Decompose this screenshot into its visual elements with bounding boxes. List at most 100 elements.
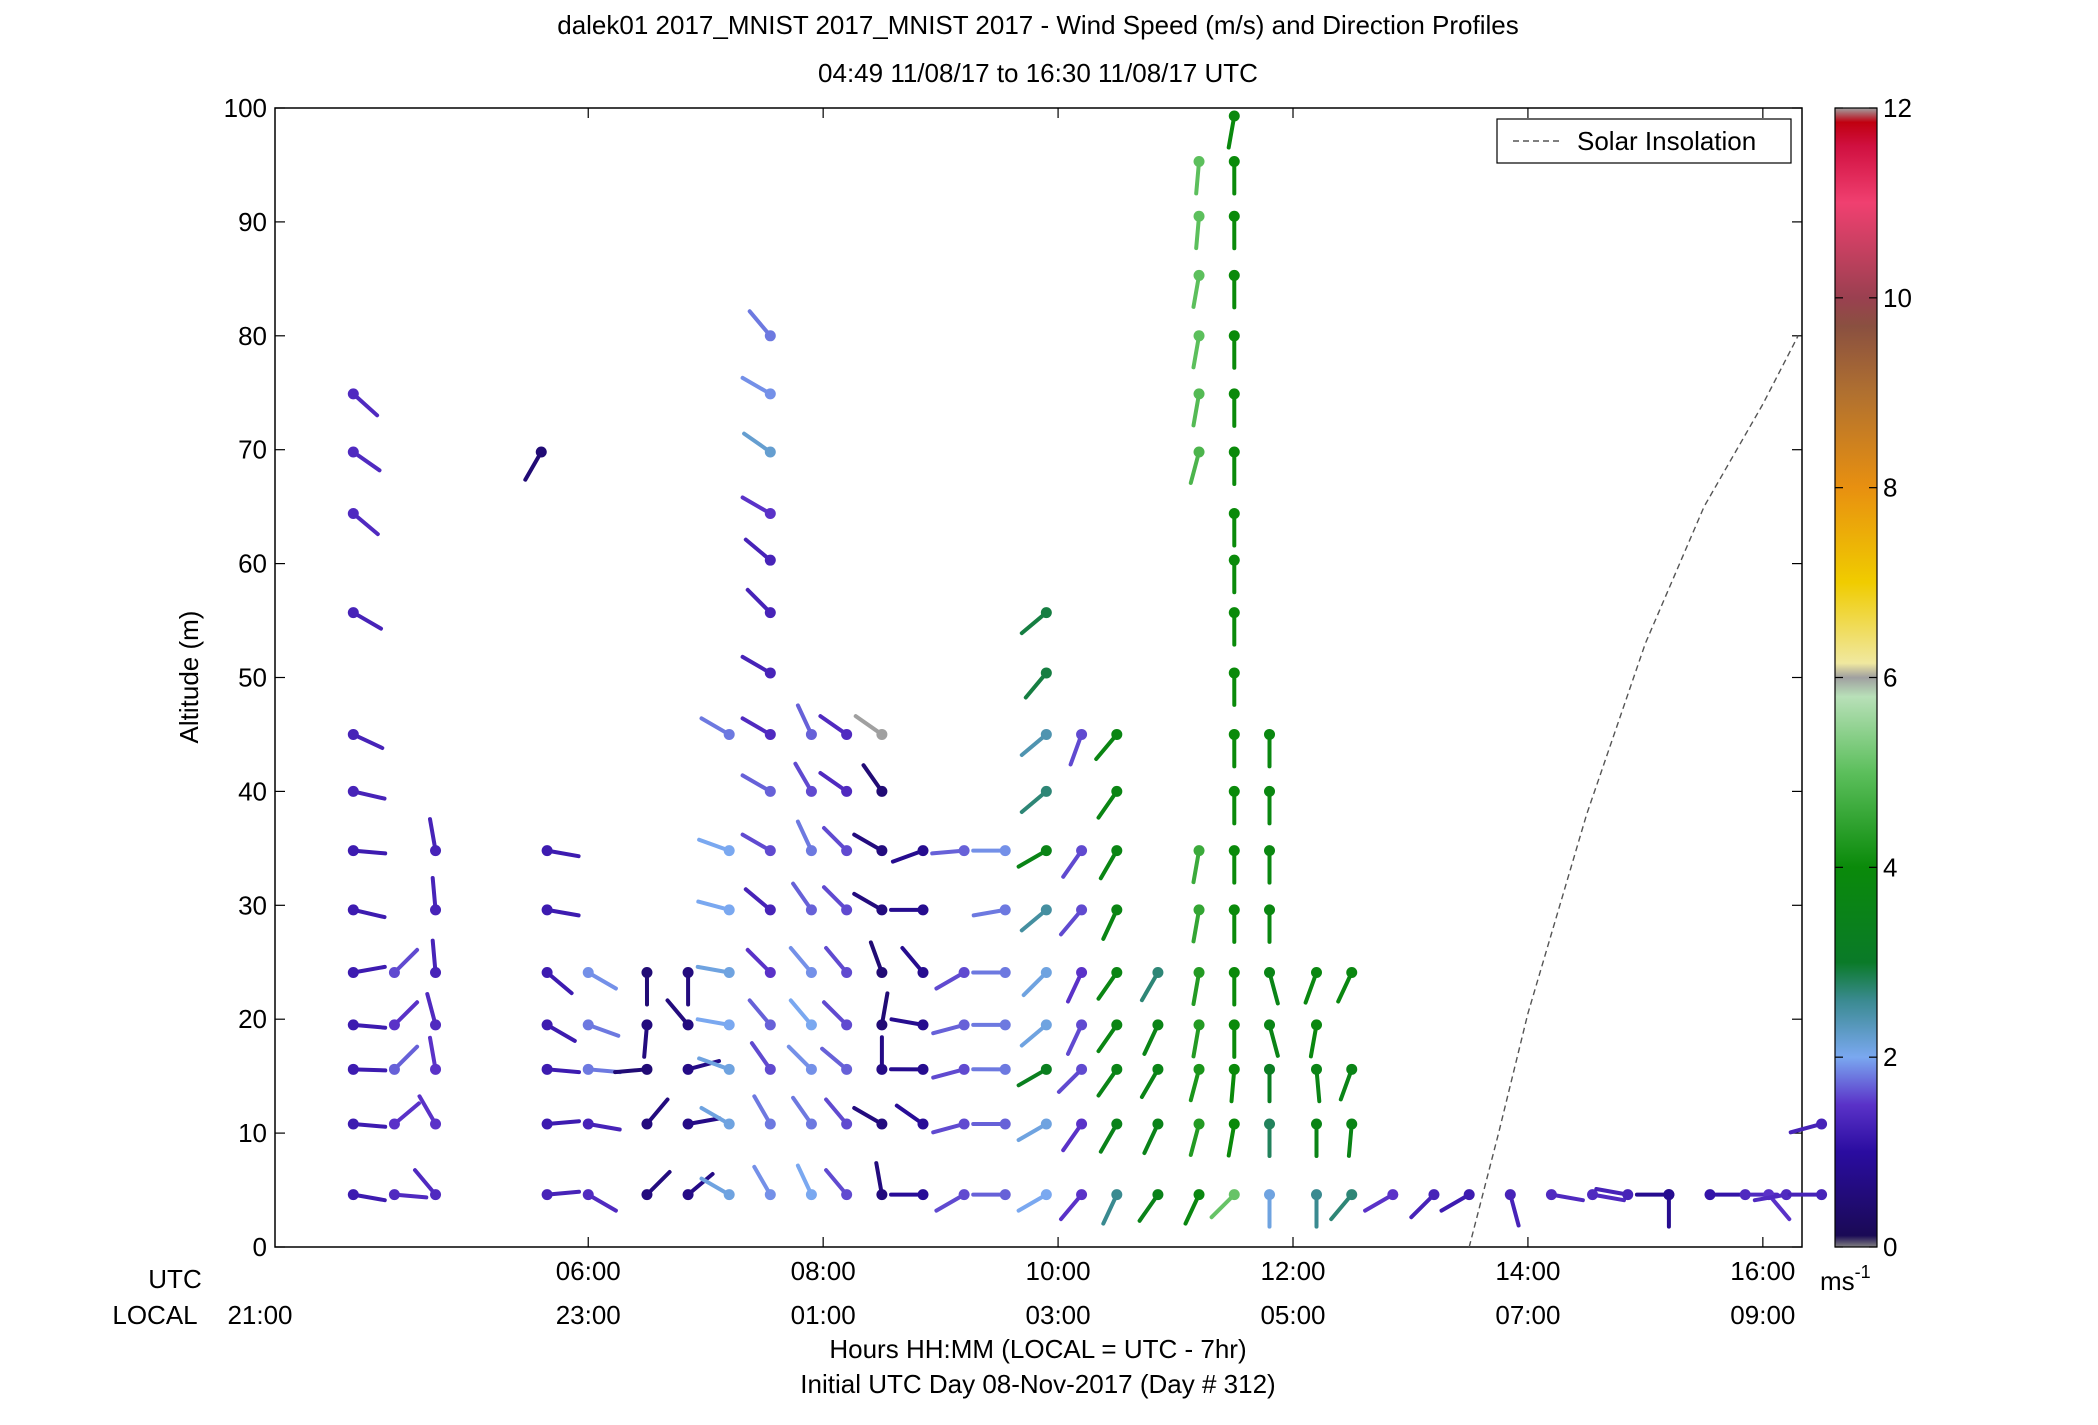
wind-barb: [695, 964, 735, 979]
wind-barb-dot: [430, 967, 442, 979]
wind-barb: [971, 904, 1011, 918]
wind-barb: [931, 1019, 970, 1036]
wind-barb: [747, 309, 776, 342]
wind-barb-dot: [999, 967, 1011, 979]
wind-barb-dot: [723, 1118, 735, 1130]
wind-barb: [1346, 1118, 1358, 1158]
wind-barb-dot: [1076, 1063, 1088, 1075]
wind-barb-dot: [1228, 667, 1240, 679]
wind-barb: [1142, 1019, 1164, 1056]
wind-barb: [1264, 1063, 1276, 1104]
wind-barb: [1228, 1063, 1240, 1104]
wind-barb: [1191, 904, 1205, 944]
wind-barb-dot: [1228, 1063, 1240, 1075]
wind-barb-dot: [876, 904, 888, 916]
wind-barb-dot: [1111, 1118, 1123, 1130]
x-tick-label-utc: 06:00: [556, 1256, 621, 1286]
wind-barb-dot: [1040, 1118, 1052, 1130]
wind-barb-dot: [430, 1189, 442, 1201]
wind-barb: [695, 1017, 735, 1031]
wind-barb-dot: [876, 1019, 888, 1031]
wind-barb: [818, 714, 853, 740]
wind-barb-dot: [764, 1063, 776, 1075]
colorbar-tick-label: 10: [1883, 283, 1912, 313]
wind-barb: [822, 826, 853, 857]
wind-barb-dot: [805, 845, 817, 857]
wind-barb: [934, 1189, 970, 1213]
wind-barb: [1098, 1118, 1123, 1154]
wind-barb: [388, 947, 420, 979]
wind-barb: [1142, 1118, 1164, 1155]
wind-barb: [740, 654, 776, 679]
wind-barb: [852, 1106, 888, 1130]
wind-barb-dot: [1040, 1063, 1052, 1075]
y-tick-label: 20: [238, 1004, 267, 1034]
wind-barb: [347, 1118, 388, 1130]
wind-barb: [747, 998, 776, 1031]
wind-barb-dot: [1228, 446, 1240, 458]
wind-barb: [1096, 1063, 1123, 1098]
wind-barb-dot: [1193, 1019, 1205, 1031]
wind-barb-dot: [1152, 1118, 1164, 1130]
x-axis-ticks: 06:00 23:00 08:00 01:00 10:00 03:00 12:00 05:00…: [556, 108, 1795, 1330]
wind-barb-dot: [388, 967, 400, 979]
wind-barb-dot: [1193, 156, 1205, 168]
wind-barb-dot: [764, 667, 776, 679]
colorbar-tick-label: 12: [1883, 93, 1912, 123]
wind-barb-dot: [641, 967, 653, 979]
wind-barb: [1704, 1189, 1744, 1201]
wind-barb: [699, 1106, 735, 1130]
wind-barb-dot: [541, 967, 553, 979]
wind-barb: [523, 446, 547, 482]
wind-barb: [788, 998, 817, 1031]
wind-barb: [1016, 845, 1052, 869]
wind-barb: [971, 1063, 1011, 1075]
wind-barb: [740, 495, 776, 519]
wind-barb-dot: [1228, 967, 1240, 979]
wind-barb-dot: [1228, 1189, 1240, 1201]
wind-barb-dot: [541, 1063, 553, 1075]
wind-barb: [889, 1017, 929, 1031]
wind-barb-dot: [1228, 904, 1240, 916]
wind-barb: [1139, 1063, 1164, 1099]
wind-barb-dot: [1040, 607, 1052, 619]
wind-barb-dot: [1346, 967, 1358, 979]
wind-barb-dot: [805, 1118, 817, 1130]
wind-barb: [1310, 1189, 1322, 1229]
wind-barb: [541, 845, 581, 859]
wind-barb-dot: [1111, 1189, 1123, 1201]
wind-barb-dot: [1111, 785, 1123, 797]
wind-barb: [852, 891, 888, 916]
x-tick-label-local: 03:00: [1026, 1300, 1091, 1330]
wind-barb-dot: [541, 1118, 553, 1130]
x-tick-label-utc: 14:00: [1495, 1256, 1560, 1286]
wind-barb: [1228, 1019, 1240, 1059]
wind-barb: [1226, 110, 1240, 150]
wind-barb: [752, 1164, 776, 1201]
wind-barb: [541, 967, 574, 996]
wind-barb-dot: [958, 1019, 970, 1031]
wind-barb: [347, 845, 388, 857]
wind-barb-dot: [1111, 728, 1123, 740]
wind-barb: [1059, 1189, 1088, 1222]
wind-barb-dot: [1152, 1063, 1164, 1075]
wind-barb-dot: [805, 785, 817, 797]
wind-barb: [1228, 845, 1240, 885]
wind-barb: [795, 819, 817, 857]
wind-barb: [541, 1118, 581, 1130]
wind-barb-dot: [1463, 1189, 1475, 1201]
wind-barb: [743, 887, 776, 916]
wind-barb: [1264, 728, 1276, 769]
wind-barb-dot: [1076, 728, 1088, 740]
wind-barb: [1068, 728, 1088, 767]
wind-barb-dot: [958, 1063, 970, 1075]
wind-barb-dot: [764, 330, 776, 342]
wind-barb-dot: [1228, 785, 1240, 797]
wind-barb-dot: [1228, 554, 1240, 566]
wind-barb: [1787, 1189, 1828, 1201]
wind-barb-dot: [958, 1189, 970, 1201]
wind-barb-dot: [764, 388, 776, 400]
wind-barb: [413, 1168, 442, 1201]
x-tick-label-utc: 16:00: [1730, 1256, 1795, 1286]
wind-barb: [1096, 967, 1123, 1001]
